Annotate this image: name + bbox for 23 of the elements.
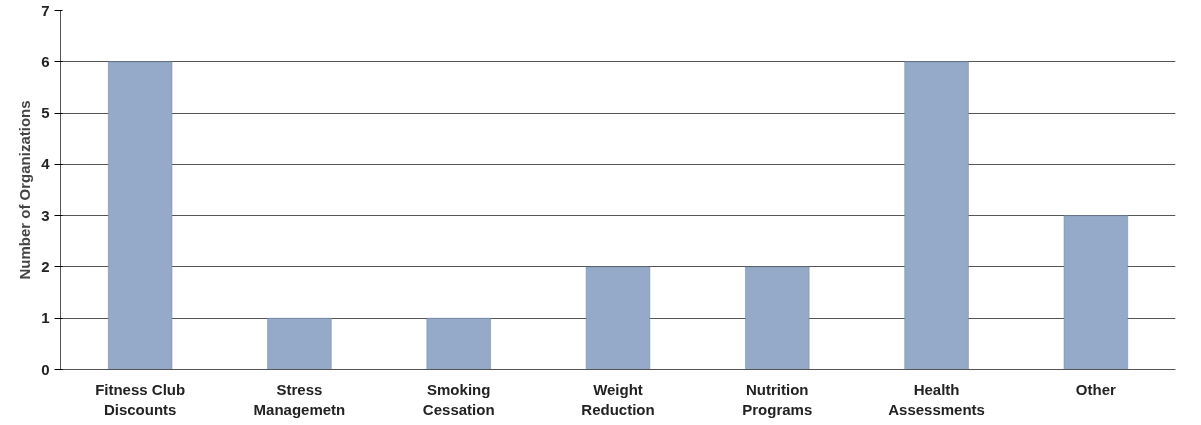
- y-tick-label: 1: [41, 309, 50, 327]
- bar: [585, 266, 651, 370]
- y-tick-label: 7: [41, 1, 50, 19]
- y-tick-label: 2: [41, 257, 50, 275]
- bar: [426, 317, 491, 370]
- y-tick-label: 0: [41, 360, 50, 378]
- bar: [108, 61, 173, 370]
- x-tick-label: Health Assessments: [888, 380, 985, 418]
- x-tick-label: Smoking Cessation: [422, 380, 495, 418]
- x-tick-label: Nutrition Programs: [742, 380, 813, 418]
- x-tick-label: Other: [1075, 380, 1117, 398]
- x-tick-label: Weight Reduction: [581, 380, 655, 418]
- y-tick-label: 5: [41, 104, 50, 122]
- y-tick-label: 3: [41, 206, 50, 224]
- bar: [1063, 215, 1128, 370]
- x-tick-label: Stress Managemetn: [253, 380, 346, 418]
- bar: [904, 61, 969, 370]
- bar: [267, 317, 332, 370]
- bar: [745, 266, 810, 370]
- y-tick-label: 6: [41, 52, 50, 70]
- y-tick-label: 4: [41, 155, 51, 173]
- x-tick-label: Fitness Club Discounts: [95, 380, 186, 418]
- y-axis-title: Number of Organizations: [16, 100, 34, 280]
